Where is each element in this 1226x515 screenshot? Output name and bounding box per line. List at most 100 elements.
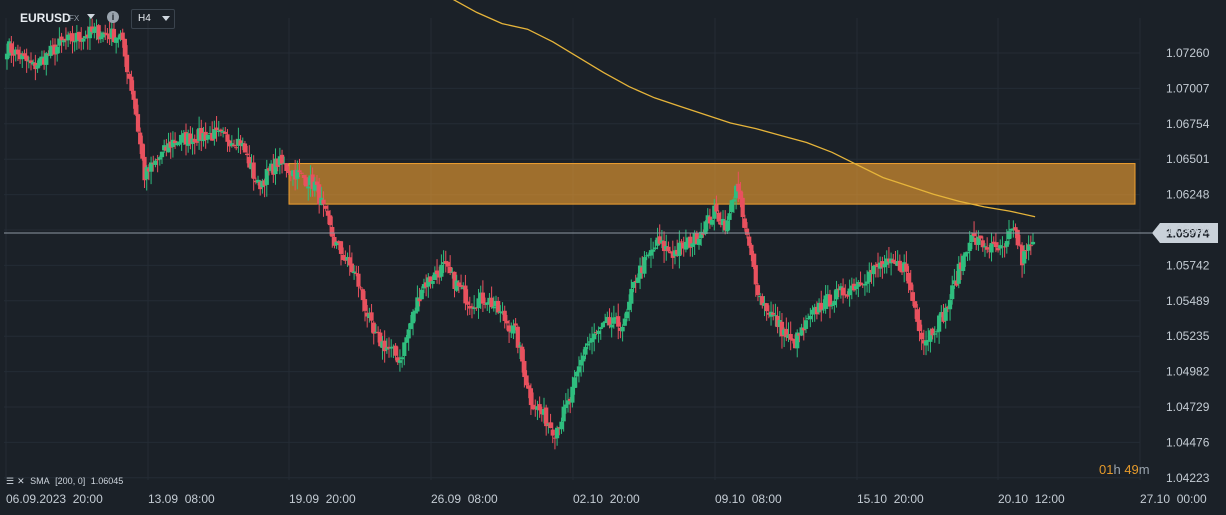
candle-body	[378, 332, 383, 347]
candle-body	[950, 285, 955, 300]
candle-body	[496, 300, 501, 313]
candle-body	[386, 346, 392, 349]
timeframe-selector[interactable]: H4	[131, 9, 175, 29]
candle-body	[585, 343, 590, 346]
candle-body	[430, 280, 435, 284]
candle-body	[177, 141, 182, 145]
candle-body	[264, 168, 269, 185]
candle-body	[847, 288, 852, 296]
candle-body	[864, 281, 870, 284]
candle-body	[118, 33, 123, 40]
candle-body	[338, 241, 344, 254]
candle-body	[79, 37, 84, 42]
candle-body	[74, 32, 79, 42]
candle-body	[124, 54, 130, 73]
candle-body	[607, 317, 612, 326]
candle-body	[1013, 227, 1018, 231]
candle-body	[288, 172, 293, 175]
candle-body	[875, 263, 881, 268]
candle-body	[915, 309, 920, 322]
candle-body	[574, 371, 579, 377]
candle-body	[46, 54, 51, 56]
candle-body	[869, 269, 874, 273]
candle-body	[563, 404, 568, 409]
candle-body	[50, 45, 55, 47]
candle-body	[827, 294, 833, 307]
candle-body	[544, 407, 549, 427]
list-icon[interactable]: ☰	[6, 476, 15, 486]
candle-body	[111, 28, 117, 43]
candle-body	[301, 175, 306, 178]
candle-body	[528, 388, 534, 406]
candle-body	[164, 146, 169, 151]
candle-body	[766, 312, 771, 315]
candle-body	[821, 309, 826, 311]
sma-200-line	[452, 0, 1036, 218]
candle-body	[921, 340, 926, 344]
candle-body	[98, 36, 103, 40]
candle-body	[565, 400, 571, 405]
candle-body	[456, 282, 461, 286]
caret-down-icon[interactable]	[87, 14, 95, 19]
symbol-label[interactable]: EURUSD	[20, 11, 71, 25]
price-axis[interactable]: 1.07260 1.07007 1.06754 1.06501 1.06248 1.059…	[1166, 46, 1210, 485]
candle-body	[716, 212, 721, 222]
candle-body	[627, 301, 632, 310]
candle-body	[504, 320, 510, 324]
candle-body	[68, 33, 73, 35]
candle-body	[122, 38, 127, 57]
close-icon[interactable]: ✕	[17, 476, 25, 486]
info-icon[interactable]: i	[107, 11, 119, 23]
candle-body	[834, 289, 839, 300]
candle-body	[389, 347, 394, 349]
candle-body	[297, 170, 302, 173]
candle-body	[751, 253, 756, 267]
candle-body	[618, 327, 623, 331]
candle-body	[445, 262, 451, 267]
candle-body	[251, 162, 256, 179]
candle-body	[273, 158, 278, 175]
candle-body	[906, 272, 911, 284]
candle-body	[613, 317, 619, 319]
candle-body	[712, 205, 717, 219]
candle-body	[227, 140, 232, 147]
resistance-zone[interactable]	[288, 163, 1136, 205]
candle-body	[480, 292, 485, 304]
candle-body	[159, 151, 165, 158]
candle-body	[740, 197, 745, 218]
market-label: FX	[69, 14, 80, 23]
candle-body	[659, 240, 664, 243]
candle-body	[103, 32, 108, 34]
candle-body	[419, 289, 424, 300]
candle-body	[105, 33, 110, 36]
candle-body	[332, 236, 337, 246]
candle-body	[17, 53, 23, 60]
candle-body	[982, 246, 988, 248]
candle-body	[893, 261, 898, 265]
candle-body	[923, 340, 929, 346]
indicator-legend[interactable]: ☰ ✕ SMA [200, 0] 1.06045	[6, 476, 126, 487]
candle-body	[736, 183, 741, 192]
candle-body	[428, 276, 433, 283]
y-tick-label: 1.04982	[1166, 365, 1210, 379]
time-axis[interactable]: 06.09.2023 20:00 13.09 08:00 19.09 20:00 26…	[6, 492, 1207, 506]
candle-body	[856, 281, 861, 287]
candle-body	[24, 55, 29, 62]
y-tick-label: 1.07007	[1166, 81, 1210, 95]
candle-body	[258, 181, 263, 190]
candle-body	[788, 333, 793, 340]
candle-body	[559, 421, 564, 430]
candle-body	[109, 28, 114, 38]
resistance-zone-box[interactable]	[288, 163, 1136, 205]
candle-body	[465, 301, 470, 305]
candle-body	[699, 231, 704, 239]
candle-body	[20, 54, 25, 60]
current-price-line: 1.05974	[4, 222, 1218, 243]
candle-body	[703, 221, 708, 234]
candle-body	[286, 171, 291, 173]
candle-body	[242, 143, 248, 153]
candle-body	[843, 294, 848, 296]
candle-body	[413, 310, 418, 314]
candle-body	[731, 199, 737, 202]
